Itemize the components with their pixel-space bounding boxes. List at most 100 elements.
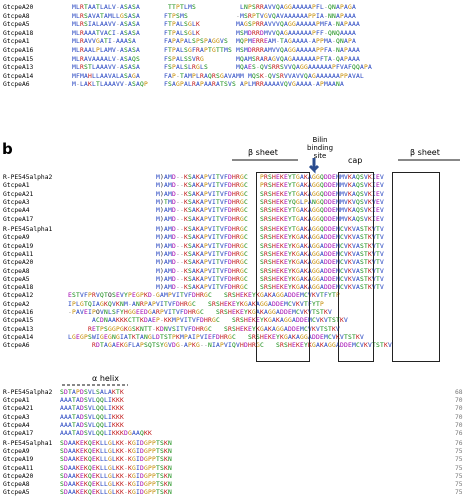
sequence-residues: IPLGTQIAGKQVKNM-ANRPAPVITVFDHRGC SRSHEKE…	[68, 300, 324, 308]
sequence-name: GtcpeA12	[3, 292, 34, 300]
sequence-name: GtcpeA15	[3, 317, 34, 325]
sequence-name: GtcpeA18	[3, 29, 34, 37]
sequence-residues: SDAAKEKQEKLLGLKK-KGIDGPPTSKN	[60, 456, 172, 464]
sequence-residues: SDAAKEKQEKLLGLKK-KGIDGPPTSKN	[60, 448, 172, 456]
alpha-helix-label: α helix	[92, 374, 119, 383]
bilin-binding-site-arrow	[308, 158, 320, 174]
sequence-residues: AAATADSVLQQLIKKK	[60, 413, 124, 421]
sequence-residues: M)AMD--KSAKAPVITVFDHRGC PRSHEKEYTGAKAGGQ…	[156, 182, 384, 190]
sequence-residues: M)AMD--KSAKAPVITVFDHRGC SRSHEKEYTGAKAGGQ…	[156, 207, 384, 215]
sequence-residues: M)AMD--KSAKAPVITVFDHRGC SRSHEKEYKGAKAGGA…	[156, 267, 384, 275]
sequence-residues: AAATADSVLQQLIKKK	[60, 421, 124, 429]
sequence-residues: ACDNAAKKKCTTKDAEP-KKMPVITVFDHRGC SRSHEKE…	[92, 317, 348, 325]
sequence-residues: M)AMD--KSAKAPVITVFDHRGC SRSHEKEYKGAKAGGA…	[156, 250, 384, 258]
sequence-name: GtcpeA14	[3, 72, 34, 80]
sequence-name: GtcpeA6	[3, 81, 30, 89]
sequence-name: GtcpeA13	[3, 325, 34, 333]
sequence-name: R-PE545alpha1	[3, 440, 53, 447]
beta-sheet-box	[392, 172, 440, 362]
sequence-name: GtcpeA19	[3, 456, 34, 464]
sequence-residues: M)AMD--KSAKAPVITVFDHRGC SRSHEKEYKGAKAGGA…	[156, 275, 384, 283]
sequence-residues: SDAAKEKQEKLLGLKK-KGIDGPPTSKN	[60, 440, 172, 447]
residue-count: 68	[455, 389, 463, 396]
residue-count: 70	[455, 405, 463, 413]
sequence-name: GtcpeA4	[3, 207, 30, 215]
sequence-residues: AAATADSVLQQLIKKK	[60, 397, 124, 405]
panel-label-b: b	[2, 140, 13, 158]
sequence-residues: SDTAPDSVLSALAKTK	[60, 389, 124, 396]
sequence-name: GtcpeA17	[3, 215, 34, 223]
sequence-residues: M-LAKLTLAAAVV-ASAQP FSAGPALRAPAARATSVS A…	[72, 81, 344, 89]
sequence-name: GtcpeA8	[3, 481, 30, 488]
sequence-name: GtcpeA18	[3, 284, 34, 292]
sequence-name: GtcpeA11	[3, 464, 34, 472]
residue-count: 75	[455, 489, 463, 496]
sequence-name: GtcpeA15	[3, 55, 34, 63]
sequence-name: GtcpeA19	[3, 242, 34, 250]
sequence-residues: M)AMD--KSAKAPVITVFDHRGC SRSHEKEYTGAKAGGQ…	[156, 226, 384, 233]
sequence-residues: MLRAALPLAMV-ASASA FTPALSGFRAPTGTTMS MSMD…	[72, 47, 360, 54]
beta-sheet-label: β sheet	[248, 148, 278, 157]
sequence-name: GtcpeA3	[3, 198, 30, 206]
residue-count: 76	[455, 440, 463, 447]
sequence-residues: AAATADSVLQQLIKKK	[60, 405, 124, 413]
sequence-name: GtcpeA16	[3, 309, 34, 316]
sequence-name: R-PE545alpha2	[3, 389, 53, 396]
sequence-residues: LGEGPSWIGEGNGIATKTANGLDTSTPKMPAIPVIEFDHR…	[68, 333, 364, 341]
sequence-residues: M)AMD--KSAKAPVITVFDHRGC SRSHEKEYTGAKAGGQ…	[156, 215, 384, 223]
sequence-residues: M)AMD--KSAKAPVITVFDHRGC SRSHEKEYKGAKAGGA…	[156, 234, 384, 242]
residue-count: 70	[455, 397, 463, 405]
sequence-residues: MFMAHLLAAVALASAGA FAP-TAMPLRAQRSGAVAMM M…	[72, 72, 364, 80]
residue-count: 75	[455, 464, 463, 472]
sequence-residues: SDAAKEKQEKLLGLKK-KGIDGPPTSKN	[60, 464, 172, 472]
sequence-name: R-PE545alpha2	[3, 174, 53, 181]
sequence-residues: M)AMD--KSAKAPVITVFDHRGC SRSHEKEYKGAKAGGA…	[156, 242, 384, 250]
beta-sheet-label: β sheet	[410, 148, 440, 157]
beta-sheet-box	[256, 172, 310, 362]
sequence-name: GtcpeA8	[3, 12, 30, 20]
sequence-name: GtcpeA3	[3, 413, 30, 421]
sequence-name: R-PE545alpha1	[3, 226, 53, 233]
sequence-name: GtcpeA20	[3, 259, 34, 267]
sequence-name: GtcpeA14	[3, 333, 34, 341]
sequence-residues: M)AMD--KSAKAPVITVFDHRGC SRSHEKEYTGAKAGGQ…	[156, 190, 384, 198]
sequence-name: GtcpeA9	[3, 234, 30, 242]
sequence-residues: M)TMD--KSAKAPVITVFDHRGC SRSHEKEYQGLPANGQ…	[156, 198, 384, 206]
sequence-name: GtcpeA1	[3, 182, 30, 190]
cap-label: cap	[348, 156, 363, 165]
sequence-name: GtcpeA17	[3, 430, 34, 437]
sequence-residues: RETPSGGPGKGSKNTT-KDNVSITVFDHRGC SRSHEKEY…	[88, 325, 340, 333]
sequence-residues: M)AMD--KSAKAPVITVFDHRGC PRSHEKEYTGAKAGGQ…	[156, 174, 384, 181]
sequence-residues: ESTVFPRVQTOSEVYPEGPKD-GAMPVITVFDHRGC SRS…	[68, 292, 340, 300]
sequence-residues: MLRAVVGATI-AAASA FAPAPALSPSPAGGVS MQPMER…	[72, 38, 356, 46]
sequence-name: GtcpeA21	[3, 190, 34, 198]
alignment-figure: GtcpeA20 MLRTAATLALV-ASASA TTPTLMS LNPSRR…	[2, 4, 463, 496]
sequence-residues: MLRTAATLALV-ASASA TTPTLMS LNPSRRAVVQAGGA…	[72, 4, 356, 11]
sequence-name: GtcpeA5	[3, 489, 30, 496]
sequence-residues: MLRSIALAAVV-ASASA FTPALSGLK MAGSPRRAVVVQ…	[72, 21, 360, 29]
sequence-name: GtcpeA16	[3, 47, 34, 54]
residue-count: 75	[455, 456, 463, 464]
residue-count: 75	[455, 481, 463, 488]
sequence-name: GtcpeA1	[3, 38, 30, 46]
sequence-residues: SDAAKEKQEKLLGLKK-KGIDGPPTSKN	[60, 489, 172, 496]
bilin-binding-site-label: Bilin binding site	[306, 136, 334, 160]
sequence-residues: MLRSAVATAMLLGSASA FTPSMS -MSRPTVGVQAVAAA…	[72, 12, 356, 20]
sequence-name: GtcpeA1	[3, 397, 30, 405]
sequence-name: GtcpeA20	[3, 4, 34, 11]
residue-count: 76	[455, 430, 463, 437]
sequence-name: GtcpeA4	[3, 421, 30, 429]
sequence-residues: MLRAAATVACI-ASASA FTPALSGLK MSMDRRDMVVQA…	[72, 29, 356, 37]
sequence-residues: SDAAKEKQEKLLGLKK-KGIDGPPTSKN	[60, 481, 172, 488]
sequence-name: GtcpeA13	[3, 64, 34, 72]
sequence-name: GtcpeA8	[3, 267, 30, 275]
sequence-name: GtcpeA9	[3, 448, 30, 456]
sequence-name: GtcpeA11	[3, 250, 34, 258]
cap-box	[338, 172, 374, 362]
residue-count: 70	[455, 421, 463, 429]
sequence-name: GtcpeA21	[3, 405, 34, 413]
sequence-name: GtcpeA5	[3, 21, 30, 29]
sequence-residues: M)AMD--KSAKAPVITVFDHRGC SRSHEKEYKGAKAGGA…	[156, 259, 384, 267]
sequence-residues: AAATADSVLQQLIKKKDGAAQKK	[60, 430, 152, 437]
sequence-residues: M)AMD--KSAKAPVITVFDHRGC SRSHEKEYKGAKAGGA…	[156, 284, 384, 292]
